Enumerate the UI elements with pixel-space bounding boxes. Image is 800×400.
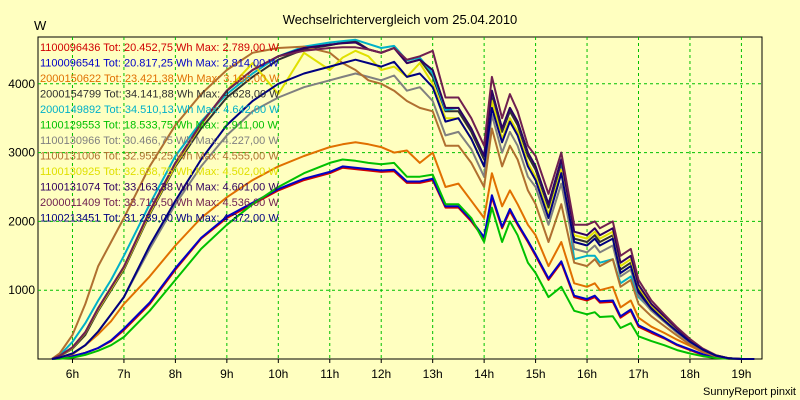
- x-tick-label: 17h: [628, 367, 648, 381]
- x-tick-label: 8h: [169, 367, 182, 381]
- x-tick-label: 13h: [423, 367, 443, 381]
- axis-ticks: 6h 7h 8h 9h 10h 11h 12h 13h 14h 15h 16h 17h 18h 19h 10…: [8, 77, 751, 381]
- legend-entry: 1100131006 Tot: 32.955,25 Wh Max: 4.555,…: [40, 151, 279, 163]
- series-line-2000011409: [51, 46, 755, 360]
- series-line-1100131006: [51, 45, 755, 360]
- y-axis-unit-label: W: [34, 18, 47, 33]
- footer-credit: SunnyReport pinxit: [703, 386, 796, 398]
- legend-entry: 1100096541 Tot: 20.817,25 Wh Max: 2.814,…: [40, 58, 279, 70]
- legend-entry: 2000149892 Tot: 34.510,13 Wh Max: 4.642,…: [40, 104, 280, 116]
- legend-entry: 1100130966 Tot: 30.466,75 Wh Max: 4.227,…: [40, 135, 279, 147]
- x-tick-label: 12h: [371, 367, 391, 381]
- legend-entry: 1100129553 Tot: 18.533,75 Wh Max: 2.911,…: [40, 120, 279, 132]
- x-tick-label: 19h: [731, 367, 751, 381]
- legend-entry: 1100130925 Tot: 32.638,75 Wh Max: 4.502,…: [40, 166, 279, 178]
- x-tick-label: 18h: [680, 367, 700, 381]
- x-tick-label: 11h: [320, 367, 339, 381]
- y-tick-label: 2000: [8, 214, 35, 228]
- legend-entry: 1100096436 Tot: 20.452,75 Wh Max: 2.789,…: [40, 42, 279, 54]
- legend-entry: 2000154799 Tot: 34.141,88 Wh Max: 4.628,…: [40, 89, 280, 101]
- legend: 1100096436 Tot: 20.452,75 Wh Max: 2.789,…: [40, 42, 280, 225]
- legend-entry: 1100131074 Tot: 33.163,38 Wh Max: 4.601,…: [40, 182, 279, 194]
- series-line-1100129553: [51, 158, 755, 360]
- series-line-1100130966: [51, 72, 755, 360]
- x-tick-label: 6h: [66, 367, 79, 381]
- legend-entry: 1100213451 Tot: 31.239,00 Wh Max: 4.372,…: [40, 213, 279, 225]
- legend-entry: 2000011409 Tot: 33.715,50 Wh Max: 4.536,…: [40, 197, 279, 209]
- x-tick-label: 7h: [117, 367, 130, 381]
- y-tick-label: 3000: [8, 146, 35, 160]
- x-tick-label: 9h: [220, 367, 233, 381]
- legend-entry: 2000150622 Tot: 23.421,38 Wh Max: 3.166,…: [40, 73, 280, 85]
- series-lines: [51, 38, 755, 360]
- x-tick-label: 10h: [268, 367, 288, 381]
- series-line-2000150622: [51, 141, 755, 360]
- x-tick-label: 15h: [526, 367, 546, 381]
- x-tick-label: 16h: [577, 367, 597, 381]
- y-tick-label: 4000: [8, 77, 35, 91]
- series-line-2000154799: [51, 40, 755, 360]
- chart-title: Wechselrichtervergleich vom 25.04.2010: [283, 12, 518, 27]
- y-tick-label: 1000: [8, 283, 35, 297]
- x-tick-label: 14h: [474, 367, 494, 381]
- series-line-1100213451: [51, 58, 755, 360]
